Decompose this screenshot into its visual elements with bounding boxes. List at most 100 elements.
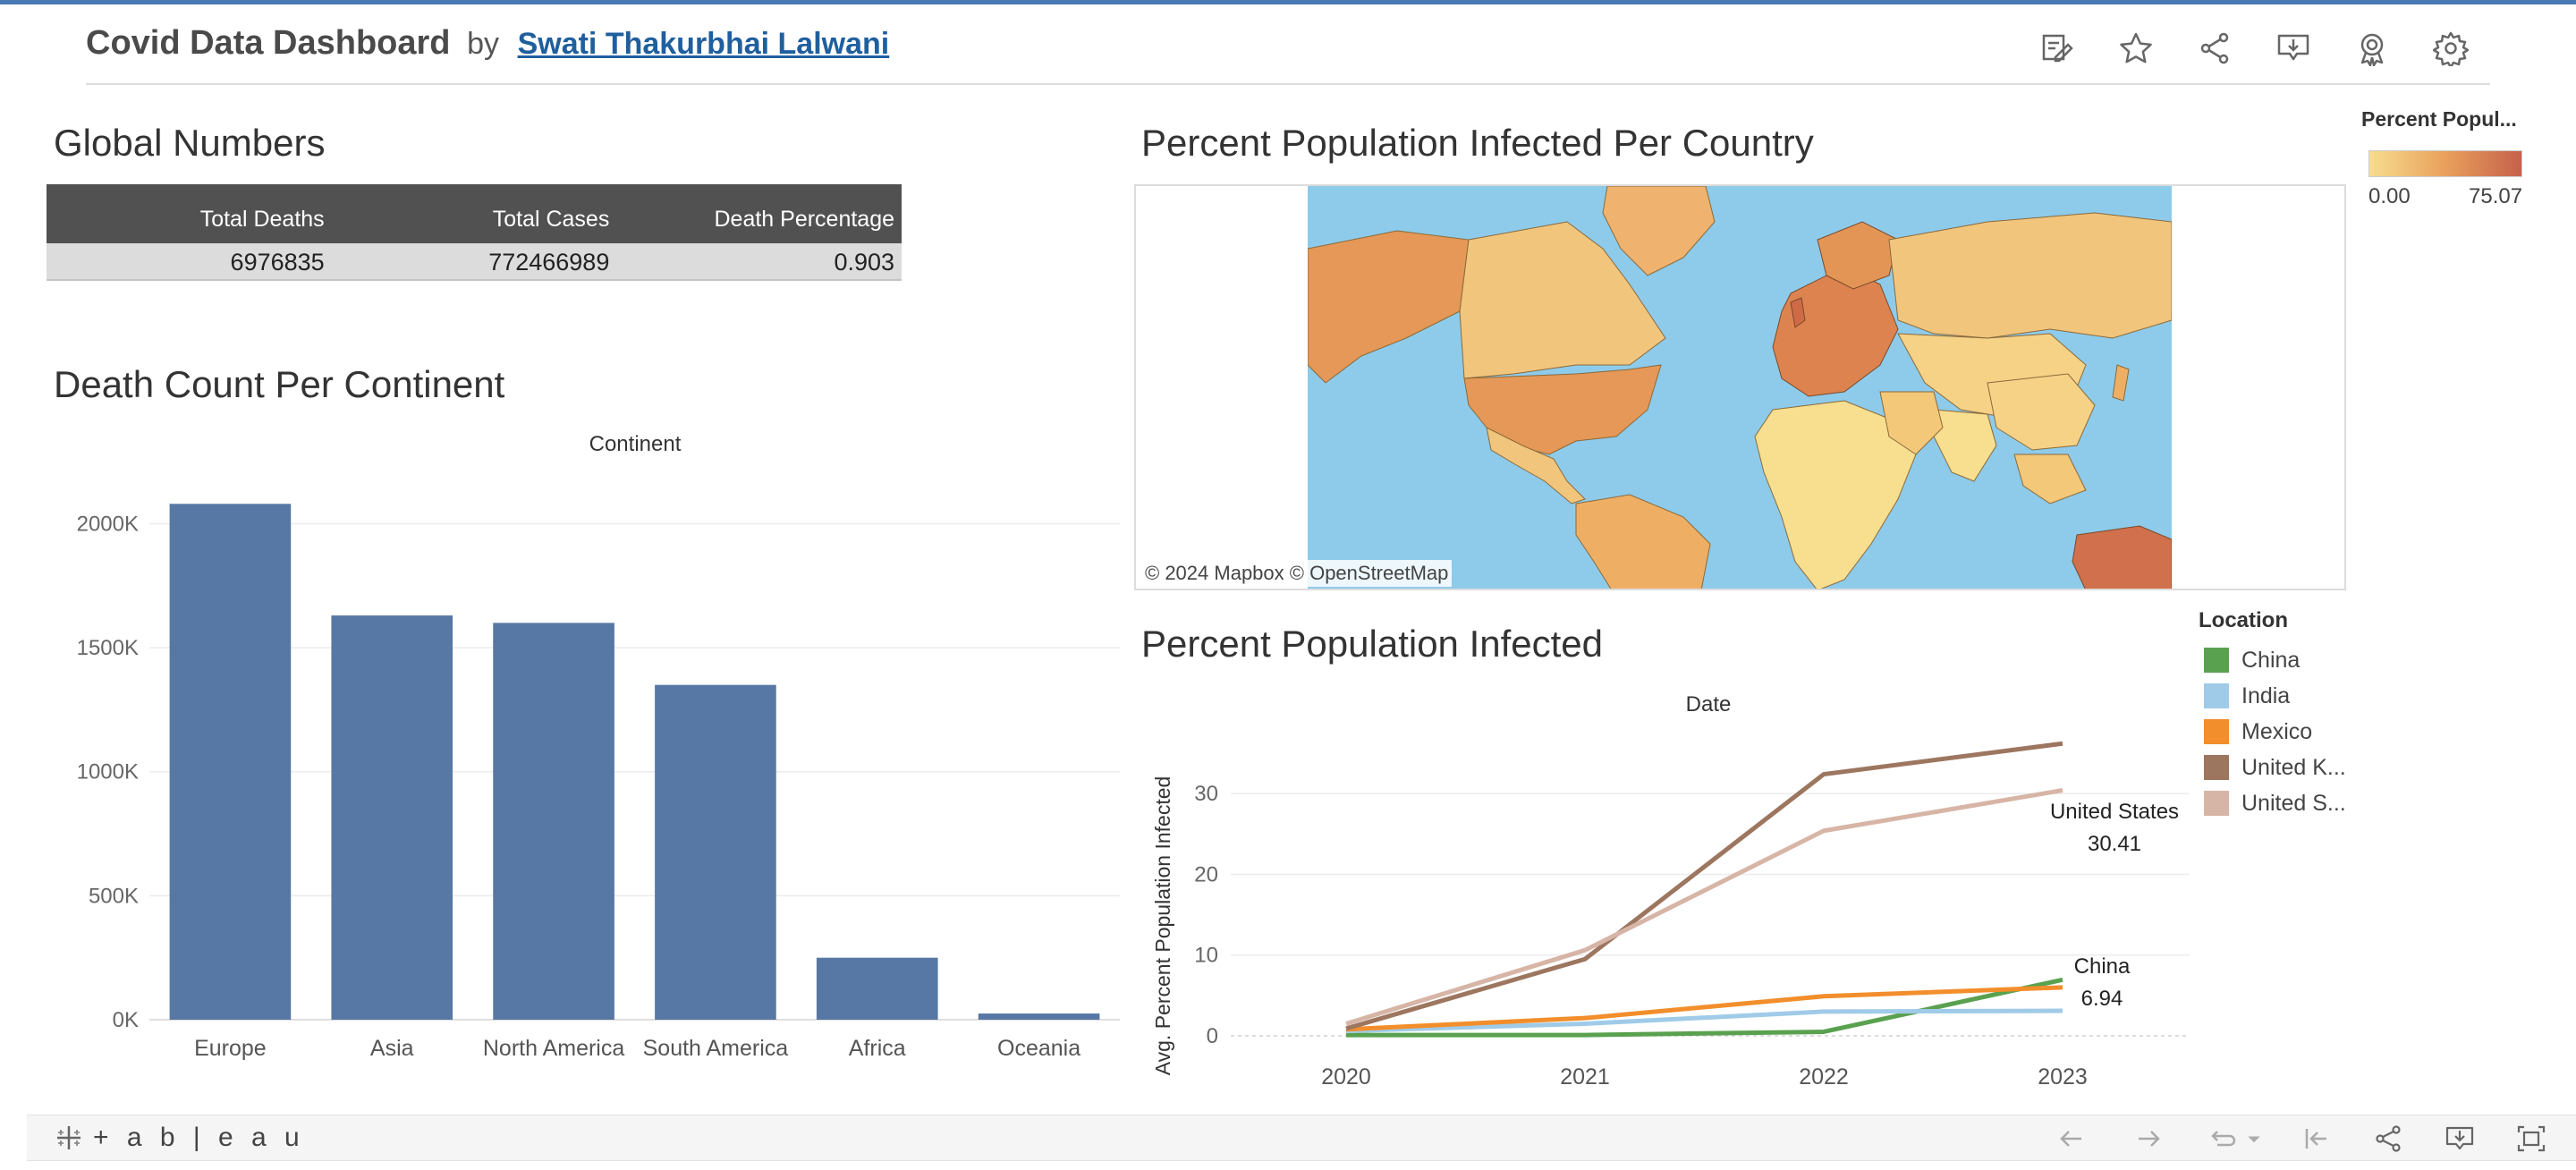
top-accent-strip <box>0 0 2576 4</box>
by-label: by <box>467 27 500 61</box>
bar-south-america[interactable] <box>655 684 776 1020</box>
dashboard-title-line: Covid Data Dashboard by Swati Thakurbhai… <box>86 24 889 63</box>
revert-button[interactable] <box>2206 1123 2241 1155</box>
bar-y-tick-label: 2000K <box>77 512 139 536</box>
line-chart-title: Percent Population Infected <box>1141 623 1604 665</box>
header-toolbar <box>2018 26 2490 71</box>
bar-oceania[interactable] <box>978 1013 1100 1020</box>
bar-x-tick-label: Europe <box>194 1036 267 1061</box>
location-legend-title: Location <box>2199 608 2288 632</box>
line-series-mexico[interactable] <box>1345 985 2063 1032</box>
legend-item[interactable]: China <box>2199 642 2377 678</box>
edit-button[interactable] <box>2018 26 2097 71</box>
download-button[interactable] <box>2254 26 2333 71</box>
line-x-tick-label: 2022 <box>1799 1064 1849 1089</box>
bar-x-tick-label: South America <box>643 1036 789 1061</box>
map-attribution[interactable]: © 2024 Mapbox © OpenStreetMap <box>1141 560 1453 587</box>
bar-x-tick-label: Oceania <box>997 1036 1080 1061</box>
region-middle-east[interactable] <box>1879 391 1944 455</box>
bar-y-tick-label: 500K <box>89 884 139 908</box>
legend-label: India <box>2241 682 2291 708</box>
region-south-america[interactable] <box>1575 494 1711 590</box>
bar-north-america[interactable] <box>493 623 614 1020</box>
world-map[interactable]: © 2024 Mapbox © OpenStreetMap <box>1134 184 2346 590</box>
bar-y-tick-label: 0K <box>113 1008 139 1032</box>
column-header-total-cases: Total Cases <box>492 207 610 232</box>
legend-item[interactable]: United S... <box>2199 785 2377 821</box>
legend-swatch <box>2204 791 2229 816</box>
table-row[interactable]: 6976835 772466989 0.903 <box>47 243 902 281</box>
region-scandinavia[interactable] <box>1817 221 1899 290</box>
legend-swatch <box>2204 755 2229 780</box>
region-europe[interactable] <box>1772 266 1899 397</box>
legend-item[interactable]: Mexico <box>2199 714 2377 750</box>
map-ocean <box>1308 186 2172 590</box>
global-numbers-title: Global Numbers <box>54 122 326 164</box>
redo-button[interactable] <box>2131 1123 2166 1155</box>
total-cases-value: 772466989 <box>488 249 610 276</box>
line-annotation-value: 6.94 <box>2081 987 2123 1011</box>
region-southeast-asia[interactable] <box>2013 454 2087 504</box>
legend-item[interactable]: United K... <box>2199 750 2377 785</box>
country-mexico[interactable] <box>1486 427 1586 504</box>
settings-button[interactable] <box>2411 26 2490 71</box>
footer-share-button[interactable] <box>2370 1123 2406 1155</box>
line-chart-y-axis-label: Avg. Percent Population Infected <box>1151 776 1174 1076</box>
legend-swatch <box>2204 683 2229 708</box>
column-header-total-deaths: Total Deaths <box>199 207 325 232</box>
bar-x-tick-label: Asia <box>370 1036 414 1061</box>
line-series-united-s[interactable] <box>1345 788 2063 1026</box>
line-series-india[interactable] <box>1345 1008 2063 1034</box>
legend-item[interactable]: India <box>2199 678 2377 714</box>
percent-legend-min: 0.00 <box>2368 184 2411 208</box>
line-series-china[interactable] <box>1346 977 2063 1038</box>
country-united-kingdom[interactable] <box>1790 297 1806 328</box>
region-south-asia[interactable] <box>1933 409 1997 482</box>
percent-legend-max: 75.07 <box>2469 184 2523 208</box>
percent-infected-line-chart[interactable]: Date Avg. Percent Population Infected 0 1… <box>1134 680 2207 1109</box>
bar-asia[interactable] <box>331 615 453 1020</box>
country-alaska[interactable] <box>1308 230 1470 384</box>
column-header-death-percentage: Death Percentage <box>714 207 895 232</box>
legend-swatch <box>2204 719 2229 744</box>
legend-label: China <box>2241 647 2301 673</box>
dashboard-header: Covid Data Dashboard by Swati Thakurbhai… <box>86 4 2490 85</box>
fullscreen-button[interactable] <box>2513 1123 2549 1155</box>
legend-label: United K... <box>2241 754 2346 780</box>
country-china[interactable] <box>1987 373 2096 451</box>
line-series-united-k[interactable] <box>1345 741 2063 1031</box>
share-button[interactable] <box>2175 26 2254 71</box>
bar-africa[interactable] <box>816 957 938 1020</box>
line-annotation-name: United States <box>2050 800 2179 824</box>
line-x-tick-label: 2023 <box>2038 1064 2088 1089</box>
tableau-logo-icon <box>57 1126 80 1149</box>
dashboard-title: Covid Data Dashboard <box>86 24 451 62</box>
country-japan[interactable] <box>2112 364 2130 402</box>
percent-color-legend[interactable]: Percent Popul... 0.00 75.07 <box>2361 107 2540 215</box>
footer-download-button[interactable] <box>2442 1123 2478 1155</box>
bar-x-tick-label: Africa <box>849 1036 906 1061</box>
edit-icon <box>2042 34 2073 63</box>
death-count-bar-chart[interactable]: Continent 0K 500K 1000K 1500K 2000K Europe As… <box>47 420 1129 1073</box>
country-united-states[interactable] <box>1463 364 1662 455</box>
legend-label: Mexico <box>2241 718 2313 744</box>
tableau-footer-toolbar: + a b | e a u <box>27 1115 2576 1161</box>
line-x-tick-label: 2020 <box>1321 1064 1371 1089</box>
table-header-row: Total Deaths Total Cases Death Percentag… <box>47 184 902 243</box>
author-link[interactable]: Swati Thakurbhai Lalwani <box>517 27 890 61</box>
favorite-button[interactable] <box>2097 26 2175 71</box>
tableau-logo[interactable]: + a b | e a u <box>54 1123 305 1153</box>
download-icon <box>2277 34 2309 61</box>
undo-button[interactable] <box>2054 1123 2089 1155</box>
reset-button[interactable] <box>2299 1123 2334 1155</box>
bar-europe[interactable] <box>169 504 292 1020</box>
country-australia[interactable] <box>2072 525 2172 590</box>
revert-dropdown-button[interactable] <box>2243 1123 2265 1155</box>
legend-label: United S... <box>2241 790 2346 816</box>
metrics-button[interactable] <box>2333 26 2411 71</box>
country-canada[interactable] <box>1459 221 1666 379</box>
country-shapes <box>1308 186 2172 590</box>
country-russia[interactable] <box>1888 212 2172 339</box>
country-greenland[interactable] <box>1602 186 1716 276</box>
location-legend: Location China India Mexico United K... Unit… <box>2199 608 2377 823</box>
